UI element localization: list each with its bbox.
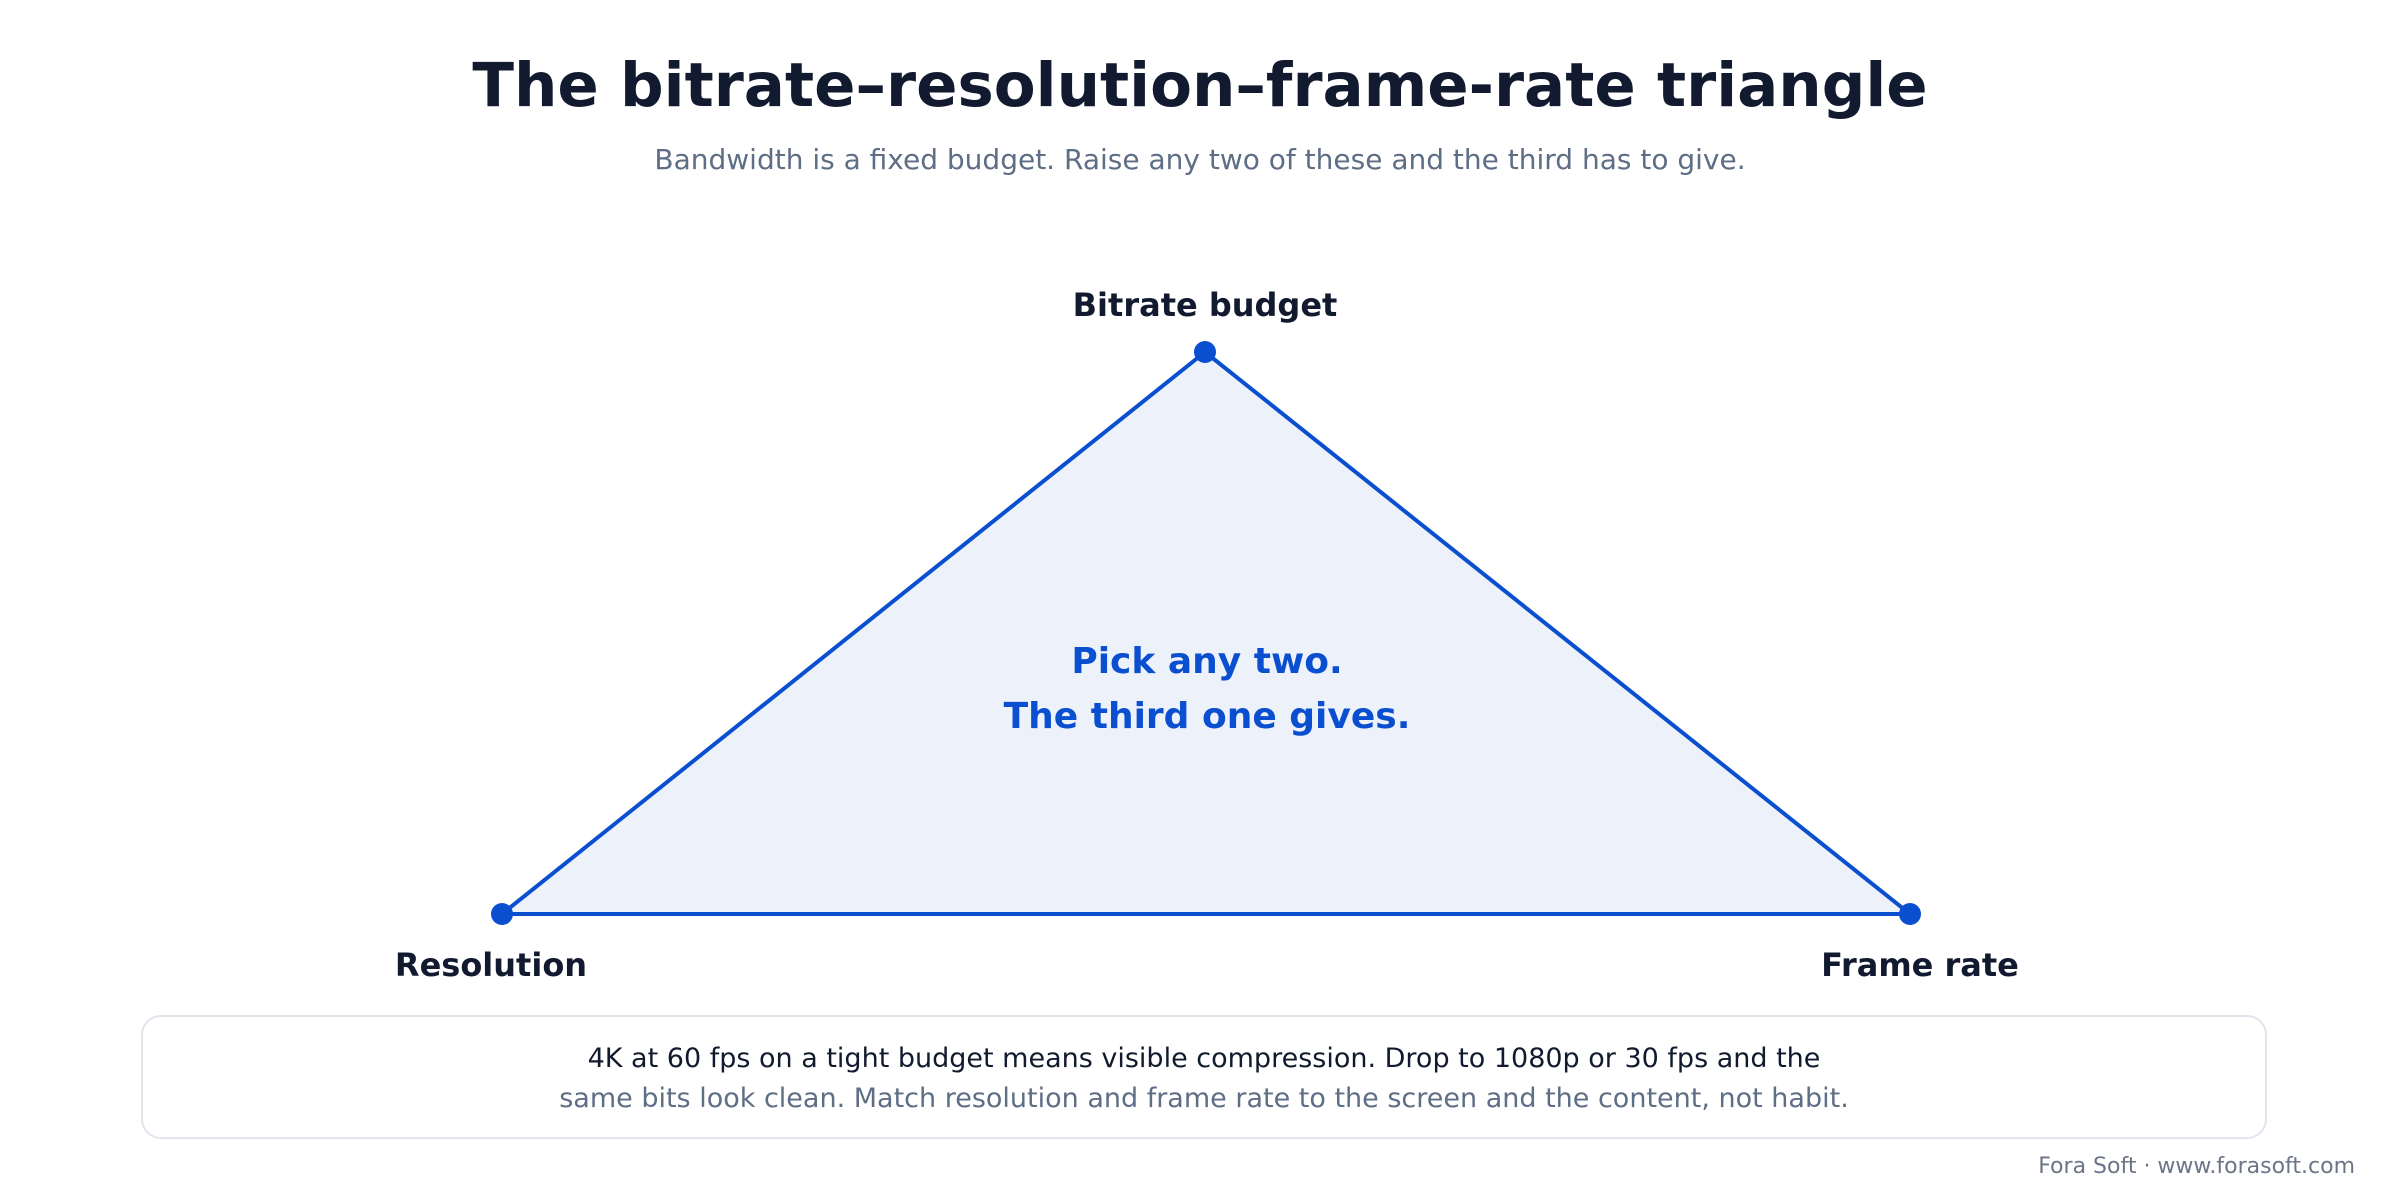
- footer-credit: Fora Soft · www.forasoft.com: [2038, 1154, 2355, 1179]
- vertex-label-resolution: Resolution: [395, 946, 587, 984]
- note-box: 4K at 60 fps on a tight budget means vis…: [141, 1015, 2267, 1139]
- page-title: The bitrate–resolution–frame-rate triang…: [472, 50, 1928, 121]
- triangle-shape: [500, 350, 1912, 916]
- vertex-framerate-dot: [1899, 903, 1921, 925]
- vertex-label-bitrate: Bitrate budget: [1073, 286, 1338, 324]
- center-text-line1: Pick any two.: [1071, 641, 1342, 682]
- note-line-1: 4K at 60 fps on a tight budget means vis…: [587, 1043, 1821, 1074]
- page-subtitle: Bandwidth is a fixed budget. Raise any t…: [654, 143, 1746, 176]
- vertex-label-framerate: Frame rate: [1821, 946, 2019, 984]
- vertex-bitrate-dot: [1194, 341, 1216, 363]
- center-text-line2: The third one gives.: [1004, 696, 1411, 737]
- vertex-resolution-dot: [491, 903, 513, 925]
- note-line-2: same bits look clean. Match resolution a…: [559, 1083, 1849, 1114]
